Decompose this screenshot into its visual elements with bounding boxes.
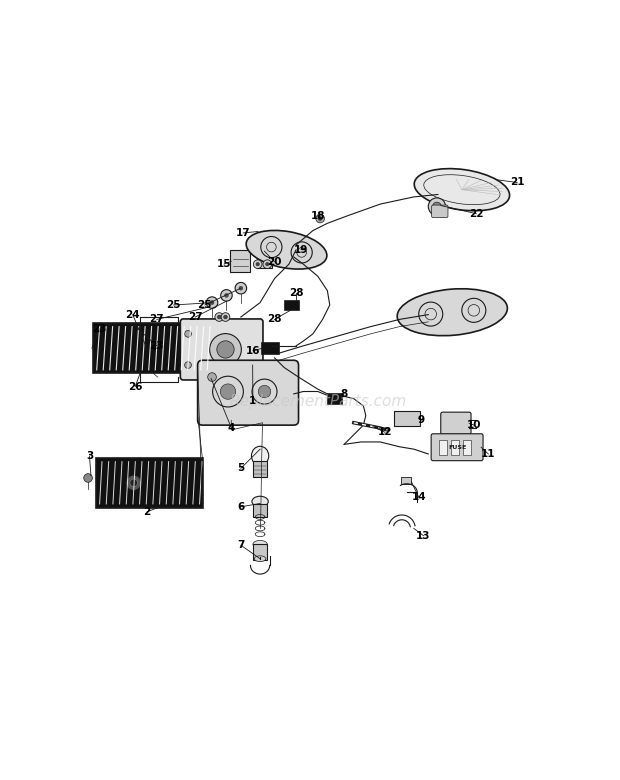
Text: 6: 6 [237, 502, 244, 512]
Text: 7: 7 [237, 541, 244, 550]
Text: 16: 16 [246, 346, 260, 356]
Circle shape [259, 385, 271, 398]
Circle shape [126, 475, 141, 491]
Circle shape [220, 384, 236, 399]
Circle shape [215, 313, 224, 321]
Ellipse shape [414, 168, 510, 211]
Bar [284, 300, 298, 310]
Ellipse shape [252, 446, 268, 466]
Text: 18: 18 [311, 211, 325, 221]
Ellipse shape [253, 541, 267, 548]
Text: ReplacementParts.com: ReplacementParts.com [229, 394, 406, 409]
FancyBboxPatch shape [432, 205, 448, 218]
Bar [439, 440, 446, 455]
FancyBboxPatch shape [95, 458, 203, 508]
Ellipse shape [254, 556, 266, 562]
Text: 11: 11 [481, 449, 495, 459]
Circle shape [210, 300, 214, 304]
Circle shape [303, 251, 309, 258]
Bar [463, 440, 471, 455]
Text: 23: 23 [92, 324, 107, 334]
Text: 24: 24 [125, 310, 140, 320]
Ellipse shape [252, 496, 268, 507]
Text: 2: 2 [144, 507, 151, 516]
Circle shape [316, 215, 324, 223]
Text: 9: 9 [417, 415, 425, 425]
Circle shape [428, 198, 446, 215]
Text: FUSE: FUSE [448, 445, 466, 450]
Circle shape [206, 297, 218, 308]
Text: 20: 20 [267, 257, 281, 267]
Circle shape [185, 331, 192, 337]
Text: 27: 27 [188, 312, 203, 322]
Text: 26: 26 [128, 381, 143, 392]
Circle shape [208, 373, 216, 381]
Bar [260, 342, 279, 354]
Text: 12: 12 [378, 427, 392, 438]
FancyBboxPatch shape [401, 477, 411, 484]
Text: 21: 21 [510, 178, 525, 187]
Text: 5: 5 [237, 463, 244, 473]
Circle shape [84, 473, 92, 482]
Circle shape [235, 282, 247, 294]
FancyBboxPatch shape [230, 250, 250, 272]
Circle shape [221, 313, 230, 321]
Circle shape [221, 289, 232, 301]
Bar [451, 440, 459, 455]
Text: 27: 27 [149, 314, 164, 324]
Circle shape [433, 202, 441, 211]
Text: 25: 25 [166, 300, 181, 310]
Circle shape [318, 217, 322, 221]
Circle shape [254, 260, 262, 268]
FancyBboxPatch shape [254, 461, 267, 477]
FancyBboxPatch shape [394, 411, 420, 426]
Text: 14: 14 [411, 492, 426, 502]
FancyBboxPatch shape [441, 412, 471, 434]
Text: 13: 13 [416, 530, 431, 541]
Circle shape [217, 341, 234, 358]
FancyBboxPatch shape [180, 319, 263, 380]
FancyBboxPatch shape [253, 504, 267, 517]
FancyBboxPatch shape [94, 323, 211, 374]
Circle shape [224, 293, 228, 297]
Circle shape [185, 362, 192, 368]
Text: 17: 17 [236, 228, 250, 238]
Ellipse shape [397, 289, 507, 335]
Text: 28: 28 [267, 314, 281, 324]
Text: 22: 22 [469, 209, 484, 218]
Text: 1: 1 [249, 396, 257, 406]
FancyBboxPatch shape [198, 360, 298, 425]
Circle shape [210, 334, 241, 365]
Circle shape [239, 286, 243, 290]
Circle shape [263, 260, 272, 268]
Text: 15: 15 [217, 259, 231, 269]
FancyBboxPatch shape [257, 250, 272, 268]
Circle shape [130, 479, 138, 487]
FancyBboxPatch shape [431, 434, 483, 461]
Text: 23: 23 [149, 341, 164, 351]
Circle shape [256, 262, 259, 266]
Text: 19: 19 [294, 245, 308, 255]
Circle shape [265, 262, 269, 266]
FancyBboxPatch shape [254, 544, 267, 560]
Text: 10: 10 [467, 420, 481, 430]
Bar [327, 393, 342, 404]
Circle shape [224, 315, 228, 319]
Ellipse shape [246, 230, 327, 269]
Circle shape [218, 315, 221, 319]
Text: 4: 4 [228, 423, 235, 433]
Text: 28: 28 [289, 288, 303, 298]
Text: 25: 25 [198, 300, 212, 310]
Text: 8: 8 [340, 389, 348, 399]
Text: 3: 3 [86, 452, 93, 461]
